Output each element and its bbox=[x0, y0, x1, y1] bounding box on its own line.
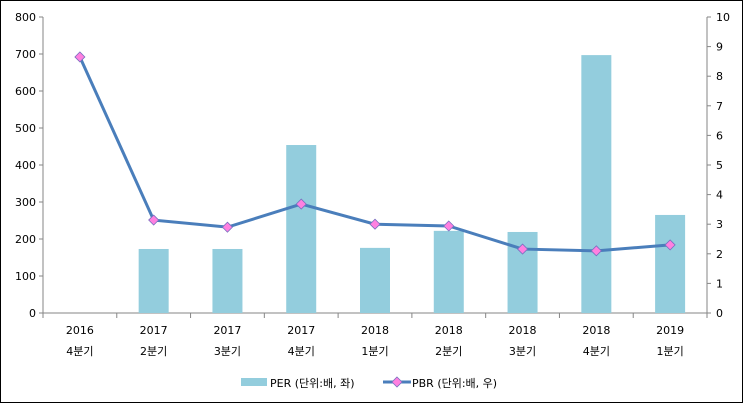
per-bar bbox=[138, 248, 169, 313]
x-tick-label: 4분기 bbox=[66, 345, 93, 358]
left-tick-label: 800 bbox=[15, 11, 36, 24]
right-tick-label: 8 bbox=[716, 70, 723, 83]
per-bar bbox=[286, 145, 317, 313]
right-tick-label: 7 bbox=[716, 100, 723, 113]
per-bar bbox=[212, 248, 243, 313]
x-tick-label: 2018 bbox=[509, 324, 537, 337]
x-tick-label: 2019 bbox=[656, 324, 684, 337]
legend-pbr-label: PBR (단위:배, 우) bbox=[412, 377, 497, 390]
pbr-marker bbox=[443, 220, 455, 232]
legend-per-swatch bbox=[241, 378, 267, 386]
left-tick-label: 0 bbox=[29, 307, 36, 320]
pbr-marker bbox=[369, 218, 381, 230]
left-tick-label: 600 bbox=[15, 85, 36, 98]
x-tick-label: 2017 bbox=[213, 324, 241, 337]
pbr-marker bbox=[221, 221, 234, 233]
right-tick-label: 3 bbox=[716, 218, 723, 231]
left-tick-label: 100 bbox=[15, 270, 36, 283]
x-tick-label: 1분기 bbox=[361, 345, 388, 358]
x-tick-label: 3분기 bbox=[214, 345, 241, 358]
right-tick-label: 2 bbox=[716, 248, 723, 261]
pbr-marker bbox=[295, 198, 307, 210]
right-tick-label: 0 bbox=[716, 307, 723, 320]
x-tick-label: 2017 bbox=[140, 324, 168, 337]
per-bar bbox=[360, 247, 390, 313]
right-tick-label: 4 bbox=[716, 189, 723, 202]
left-tick-label: 500 bbox=[15, 122, 36, 135]
x-tick-label: 2분기 bbox=[140, 345, 167, 358]
x-tick-label: 2분기 bbox=[435, 345, 462, 358]
x-tick-label: 4분기 bbox=[288, 345, 315, 358]
pbr-marker bbox=[516, 243, 529, 255]
left-tick-label: 700 bbox=[15, 48, 36, 61]
x-tick-label: 2018 bbox=[361, 324, 389, 337]
x-tick-label: 2017 bbox=[287, 324, 315, 337]
x-tick-label: 3분기 bbox=[509, 345, 536, 358]
left-tick-label: 300 bbox=[15, 196, 36, 209]
x-tick-label: 1분기 bbox=[656, 345, 683, 358]
x-tick-label: 2018 bbox=[435, 324, 463, 337]
legend-pbr-marker bbox=[391, 376, 403, 388]
legend-per-label: PER (단위:배, 좌) bbox=[270, 377, 355, 390]
left-tick-label: 200 bbox=[15, 233, 36, 246]
right-tick-label: 10 bbox=[716, 11, 730, 24]
right-tick-label: 1 bbox=[716, 277, 723, 290]
pbr-marker bbox=[664, 239, 676, 251]
per-bar bbox=[433, 230, 464, 313]
per-bar bbox=[655, 214, 686, 313]
right-tick-label: 5 bbox=[716, 159, 723, 172]
pbr-marker bbox=[590, 245, 602, 257]
x-tick-label: 2018 bbox=[582, 324, 610, 337]
x-tick-label: 2016 bbox=[66, 324, 94, 337]
per-bar bbox=[581, 55, 612, 314]
pbr-marker bbox=[74, 51, 86, 63]
left-tick-label: 400 bbox=[15, 159, 36, 172]
right-tick-label: 6 bbox=[716, 129, 723, 142]
x-tick-label: 4분기 bbox=[583, 345, 610, 358]
right-tick-label: 9 bbox=[716, 41, 723, 54]
pbr-marker bbox=[148, 214, 160, 226]
